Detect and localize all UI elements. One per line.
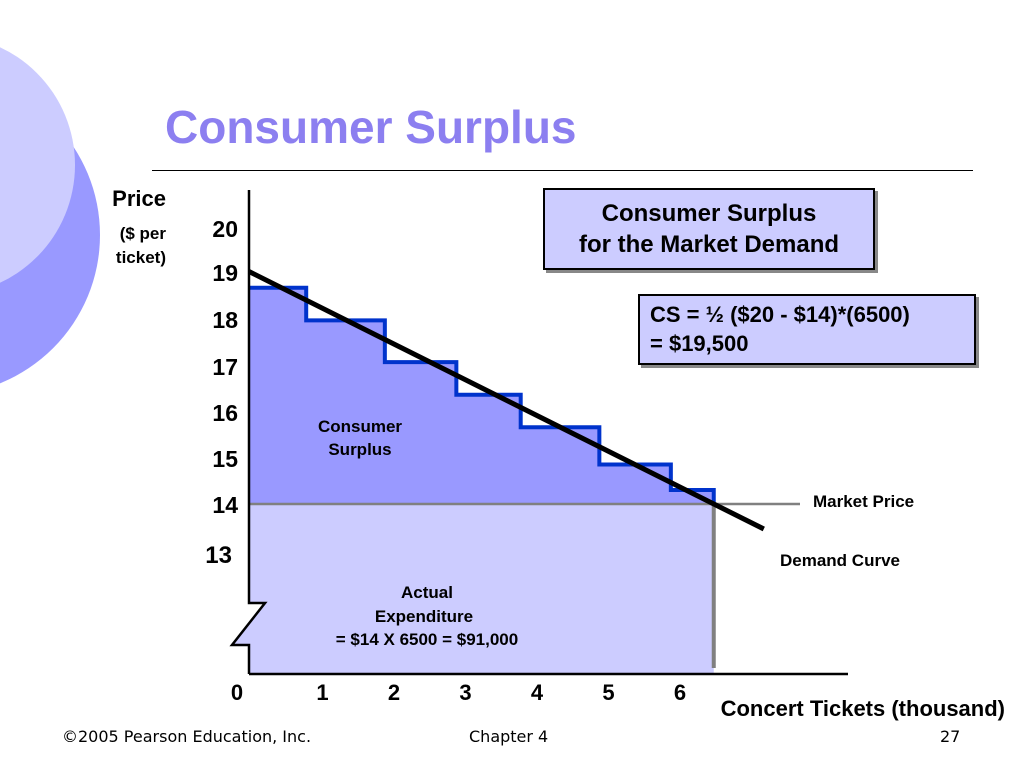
surplus-label-line2: Surplus [328, 440, 391, 459]
y-tick-label-16: 16 [212, 400, 238, 426]
y-tick-label-18: 18 [212, 307, 238, 333]
demand-curve-label: Demand Curve [780, 551, 900, 570]
y-tick-label-14: 14 [212, 492, 238, 518]
surplus-label-line1: Consumer [318, 417, 402, 436]
deco-circle-light [0, 47, 75, 283]
market-price-label: Market Price [813, 492, 914, 511]
expenditure-label-line3: = $14 X 6500 = $91,000 [336, 630, 518, 649]
chart-title-line2: for the Market Demand [578, 231, 840, 258]
formula-box: CS = ½ ($20 - $14)*(6500) = $19,500 [638, 294, 976, 365]
expenditure-label-line1: Actual [401, 583, 453, 602]
y-tick-label-19: 19 [212, 260, 238, 286]
formula-line1: CS = ½ ($20 - $14)*(6500) [650, 302, 910, 327]
x-tick-label-3: 3 [459, 680, 471, 705]
formula-line2: = $19,500 [650, 331, 749, 356]
demand-curve-line [247, 269, 765, 532]
x-tick-label-0: 0 [231, 680, 243, 705]
title-divider [152, 170, 973, 171]
y-axis-label: Price [112, 186, 166, 211]
x-tick-label-5: 5 [602, 680, 614, 705]
y-axis [229, 190, 268, 674]
x-tick-label-2: 2 [388, 680, 400, 705]
y-tick-label-20: 20 [212, 216, 238, 242]
expenditure-area [232, 504, 714, 674]
y-tick-label-13: 13 [205, 542, 232, 569]
x-tick-label-6: 6 [674, 680, 686, 705]
footer-page-number: 27 [940, 727, 961, 746]
x-axis-label: Concert Tickets (thousand) [720, 696, 1005, 721]
chart-title-box: Consumer Surplus for the Market Demand [543, 188, 875, 270]
footer-chapter: Chapter 4 [469, 727, 549, 746]
chart-title-line1: Consumer Surplus [601, 200, 817, 227]
expenditure-label-line2: Expenditure [375, 607, 473, 626]
y-axis-sublabel-line1: ($ per [119, 224, 166, 243]
x-tick-label-1: 1 [316, 680, 328, 705]
x-tick-label-4: 4 [531, 680, 544, 705]
y-axis-sublabel: ($ per ticket) [60, 222, 166, 270]
y-axis-sublabel-line2: ticket) [115, 248, 166, 267]
footer-copyright: ©2005 Pearson Education, Inc. [62, 727, 312, 746]
y-tick-label-15: 15 [212, 446, 238, 472]
slide-title: Consumer Surplus [165, 101, 577, 153]
y-tick-label-17: 17 [212, 354, 238, 380]
